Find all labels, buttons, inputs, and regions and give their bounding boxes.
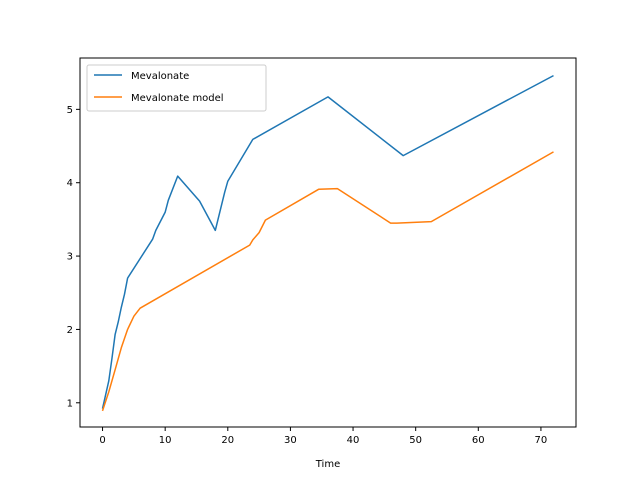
y-tick-label-1: 1 (67, 398, 73, 409)
x-tick-label-70: 70 (535, 435, 548, 446)
y-tick-label-4: 4 (67, 178, 73, 189)
series-line-mevalonate (101, 74, 554, 409)
legend: Mevalonate Mevalonate model (86, 64, 267, 112)
x-tick-label-50: 50 (409, 435, 422, 446)
y-tick-label-2: 2 (67, 325, 73, 336)
plot-area (80, 58, 576, 427)
x-tick-label-30: 30 (284, 435, 297, 446)
plot-frame (79, 57, 577, 428)
y-axis: 1 2 3 4 5 (67, 105, 80, 409)
x-tick-label-60: 60 (472, 435, 485, 446)
series-line-mevalonate-model (101, 151, 554, 412)
legend-box (86, 64, 267, 112)
x-tick-label-20: 20 (221, 435, 234, 446)
y-tick-label-5: 5 (67, 105, 73, 116)
x-axis-label: Time (315, 459, 340, 470)
x-axis: 0 10 20 30 40 50 60 70 (99, 427, 547, 446)
legend-label-mevalonate: Mevalonate (131, 71, 189, 82)
series-layer (101, 74, 554, 412)
x-tick-label-10: 10 (159, 435, 172, 446)
x-tick-label-0: 0 (99, 435, 105, 446)
y-tick-label-3: 3 (67, 252, 73, 263)
legend-label-mevalonate-model: Mevalonate model (131, 93, 224, 104)
x-tick-label-40: 40 (347, 435, 360, 446)
